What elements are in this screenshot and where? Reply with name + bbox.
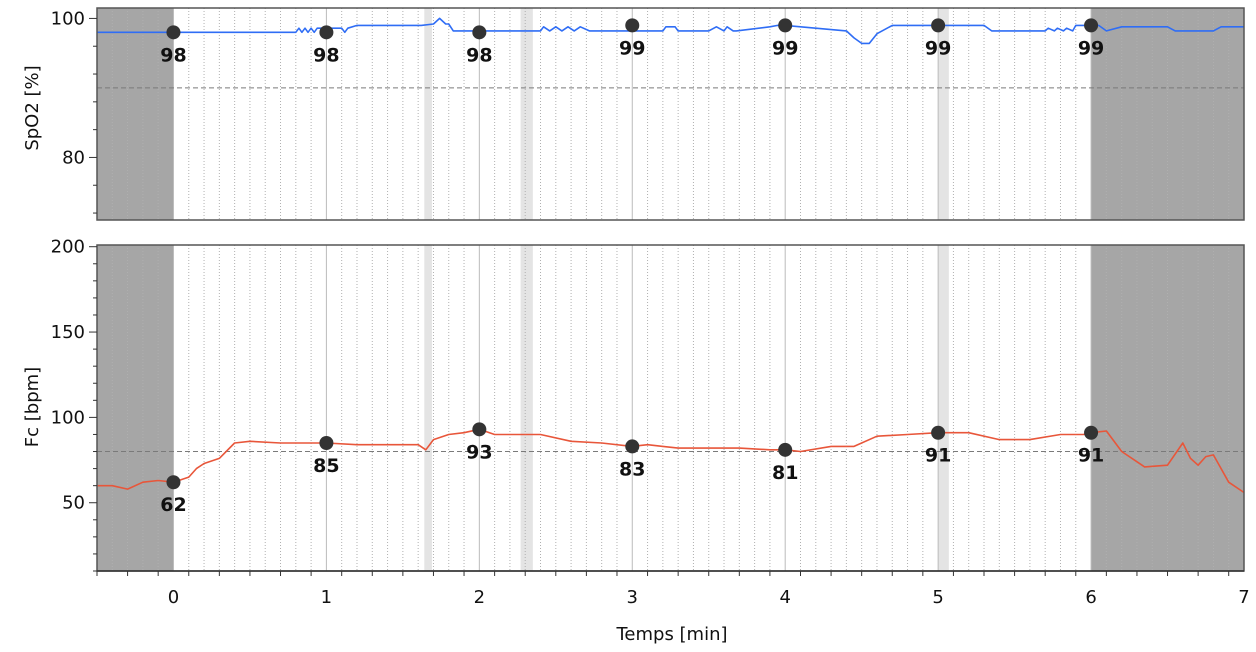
- fc-marker-point: [1084, 425, 1099, 440]
- fc-artifact-interval-0: [424, 245, 432, 571]
- x-tick-label: 7: [1238, 587, 1249, 608]
- x-tick-label: 0: [168, 587, 179, 608]
- fc-marker-label: 93: [466, 441, 492, 463]
- x-tick-label: 1: [321, 587, 332, 608]
- spo2-plot-area: [97, 8, 1244, 220]
- fc-marker-point: [778, 442, 793, 457]
- fc-y-tick-label: 200: [51, 237, 85, 258]
- fc-marker-label: 91: [1078, 445, 1104, 467]
- spo2-marker-label: 99: [772, 37, 798, 59]
- grid-layer: [96, 8, 1245, 571]
- spo2-y-tick-label: 100: [51, 8, 85, 29]
- fc-y-tick-label: 150: [51, 322, 85, 343]
- fc-marker-point: [319, 435, 334, 450]
- fc-plot-area: [97, 245, 1244, 571]
- fc-marker-label: 85: [313, 455, 339, 477]
- spo2-artifact-interval-1: [520, 8, 533, 220]
- spo2-marker-label: 99: [619, 37, 645, 59]
- fc-artifact-interval-1: [520, 245, 533, 571]
- fc-marker-point: [472, 422, 487, 437]
- spo2-marker-label: 99: [925, 37, 951, 59]
- marker-layer: 98 98 98 99 99 99 99 62 85 93 83 81 91 91: [160, 18, 1104, 516]
- fc-marker-label: 91: [925, 445, 951, 467]
- spo2-series-line: [97, 17, 1244, 45]
- spo2-marker-label: 98: [313, 44, 339, 66]
- spo2-marker-label: 98: [466, 44, 492, 66]
- fc-y-tick-label: 100: [51, 407, 85, 428]
- spo2-panel-frame: [96, 7, 1245, 221]
- spo2-marker-label: 99: [1078, 37, 1104, 59]
- series-layer: [97, 17, 1245, 494]
- spo2-marker-point: [166, 25, 181, 40]
- fc-marker-label: 83: [619, 458, 645, 480]
- spo2-shaded-interval-0: [97, 8, 174, 220]
- shading-layer: [97, 8, 1244, 571]
- spo2-marker-point: [778, 18, 793, 33]
- x-axis-title: Temps [min]: [615, 624, 727, 645]
- fc-marker-point: [166, 475, 181, 490]
- spo2-marker-point: [625, 18, 640, 33]
- spo2-marker-point: [1084, 18, 1099, 33]
- fc-marker-label: 62: [160, 494, 186, 516]
- spo2-axis-title: SpO2 [%]: [22, 65, 43, 150]
- x-tick-label: 4: [779, 587, 790, 608]
- x-tick-label: 5: [932, 587, 943, 608]
- fc-axis-title: Fc [bpm]: [22, 367, 43, 447]
- spo2-artifact-interval-0: [424, 8, 432, 220]
- fc-shaded-interval-0: [97, 245, 174, 571]
- spo2-marker-point: [472, 25, 487, 40]
- x-tick-label: 2: [474, 587, 485, 608]
- spo2-artifact-interval-2: [938, 8, 949, 220]
- fc-marker-label: 81: [772, 462, 798, 484]
- x-tick-label: 3: [627, 587, 638, 608]
- spo2-marker-point: [931, 18, 946, 33]
- fc-artifact-interval-2: [938, 245, 949, 571]
- spo2-y-tick-label: 80: [62, 147, 85, 168]
- fc-marker-point: [625, 439, 640, 454]
- spo2-marker-point: [319, 25, 334, 40]
- fc-series-line: [97, 428, 1245, 494]
- axes-layer: 80 100 50 100 150 200 0 1 2 3 4 5 6 7: [51, 8, 1250, 608]
- spo2-marker-label: 98: [160, 44, 186, 66]
- fc-marker-point: [931, 425, 946, 440]
- threshold-layer: [97, 87, 1244, 453]
- x-tick-label: 6: [1085, 587, 1096, 608]
- fc-y-tick-label: 50: [62, 493, 85, 514]
